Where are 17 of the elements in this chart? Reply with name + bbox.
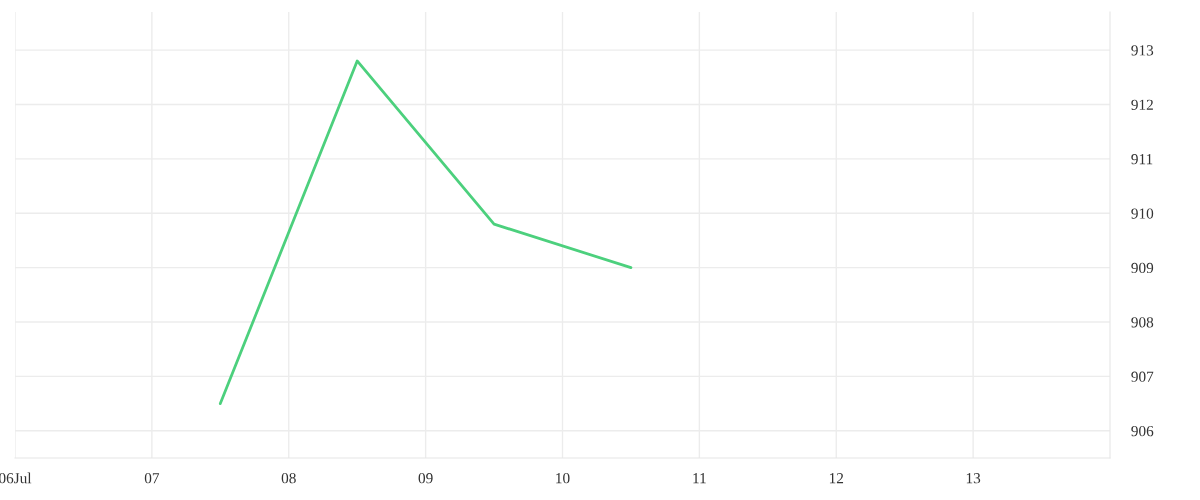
x-tick-label: 11 bbox=[693, 473, 706, 484]
y-tick-label: 908 bbox=[1131, 317, 1154, 328]
y-tick-label: 906 bbox=[1131, 425, 1154, 437]
x-tick-label: 12 bbox=[829, 473, 844, 484]
y-tick-label: 909 bbox=[1131, 262, 1154, 274]
x-tick-label: 07 bbox=[144, 473, 160, 484]
x-tick-label: 08 bbox=[281, 473, 296, 484]
y-tick-label: 911 bbox=[1131, 154, 1153, 165]
x-tick-label: 09 bbox=[418, 473, 433, 484]
y-tick-label: 912 bbox=[1131, 99, 1153, 110]
x-tick-label: 13 bbox=[966, 473, 981, 484]
y-tick-label: 910 bbox=[1131, 208, 1154, 219]
y-tick-label: 913 bbox=[1131, 45, 1154, 56]
x-tick-label: 06Jul bbox=[0, 472, 32, 484]
y-tick-label: 907 bbox=[1131, 371, 1154, 382]
x-tick-label: 10 bbox=[556, 473, 570, 484]
line-series bbox=[218, 59, 633, 405]
